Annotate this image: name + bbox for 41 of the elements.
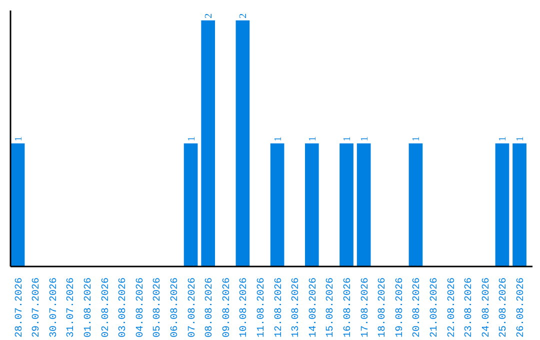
x-tick-label: 26.08.2026	[516, 277, 528, 338]
x-tick-label: 09.08.2026	[222, 277, 233, 338]
x-tick-label: 22.08.2026	[446, 277, 458, 338]
x-tick-label: 06.08.2026	[170, 277, 181, 338]
x-tick-label: 17.08.2026	[360, 277, 372, 338]
data-label: 1	[272, 136, 284, 142]
x-tick-label: 19.08.2026	[394, 277, 406, 338]
x-tick-label: 03.08.2026	[118, 277, 130, 338]
x-tick-label: 11.08.2026	[256, 277, 268, 338]
x-tick-label: 31.07.2026	[66, 277, 78, 338]
x-tick-label: 13.08.2026	[291, 277, 302, 338]
x-tick-label: 07.08.2026	[187, 277, 198, 338]
data-label: 2	[238, 13, 250, 18]
x-tick-label: 14.08.2026	[308, 277, 320, 338]
data-label: 1	[498, 136, 509, 142]
data-label: 1	[411, 136, 422, 142]
x-tick-label: 08.08.2026	[204, 277, 216, 338]
x-tick-label: 15.08.2026	[326, 277, 337, 338]
x-tick-label: 16.08.2026	[343, 277, 354, 338]
x-tick-label: 24.08.2026	[481, 277, 492, 338]
data-label: 1	[186, 136, 198, 142]
x-tick-label: 20.08.2026	[412, 277, 424, 338]
x-tick-label: 29.07.2026	[32, 277, 43, 338]
x-tick-label: 02.08.2026	[100, 277, 112, 338]
x-tick-label: 25.08.2026	[498, 277, 510, 338]
x-tick-label: 01.08.2026	[83, 277, 94, 338]
x-tick-label: 18.08.2026	[378, 277, 389, 338]
data-label: 2	[204, 13, 215, 18]
data-label: 1	[359, 136, 370, 142]
x-tick-label: 28.07.2026	[14, 277, 26, 338]
x-tick-label: 23.08.2026	[464, 277, 476, 338]
data-label: 1	[13, 136, 24, 142]
x-tick-label: 04.08.2026	[135, 277, 146, 338]
x-tick-label: 05.08.2026	[152, 277, 164, 338]
x-tick-label: 30.07.2026	[48, 277, 60, 338]
x-tick-label: 10.08.2026	[239, 277, 250, 338]
data-label: 1	[515, 136, 526, 142]
data-label: 1	[342, 136, 354, 142]
x-tick-label: 21.08.2026	[430, 277, 441, 338]
x-tick-label: 12.08.2026	[274, 277, 285, 338]
data-label: 1	[307, 136, 318, 142]
